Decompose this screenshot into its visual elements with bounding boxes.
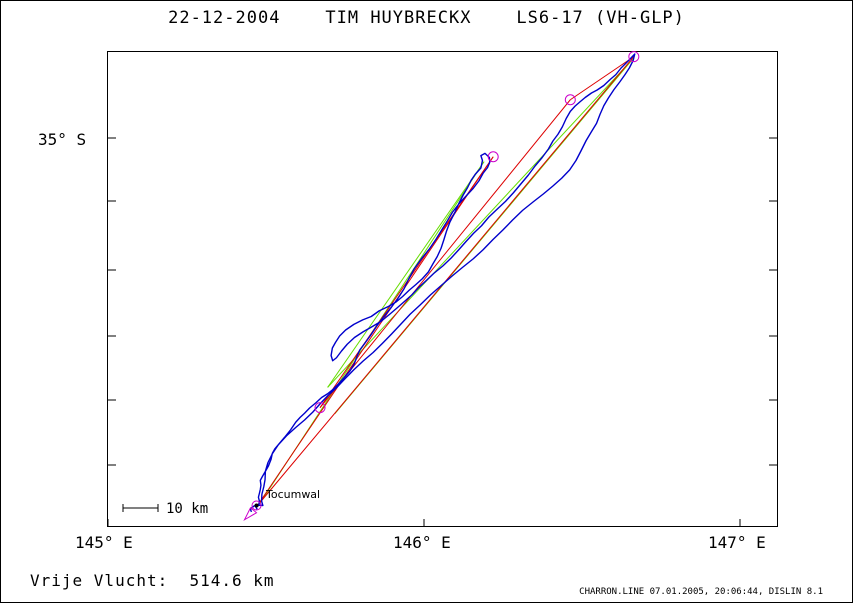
alt-task-leg (327, 58, 633, 388)
flight-title: 22-12-2004 TIM HUYBRECKX LS6-17 (VH-GLP) (168, 8, 685, 28)
plot-area-border (107, 51, 778, 527)
task-leg (257, 156, 494, 506)
latitude-label: 35° S (38, 130, 87, 149)
longitude-label-145: 145° E (75, 533, 133, 552)
scale-bar-label: 10 km (166, 501, 209, 517)
turnpoint-circle (564, 94, 576, 106)
axis-ticks (107, 137, 777, 527)
finish-triangle (243, 506, 258, 522)
flight-track (249, 53, 636, 513)
town-label: Tocumwal (266, 488, 321, 501)
alt-task-leg (327, 161, 485, 388)
task-leg (319, 99, 571, 408)
start-circle (251, 500, 262, 511)
task-leg (570, 56, 635, 101)
turnpoint-circle (628, 51, 640, 63)
turnpoint-circle (487, 151, 499, 163)
footer-info: CHARRON.LINE 07.01.2005, 20:06:44, DISLI… (579, 587, 823, 597)
finish-marker (243, 506, 258, 522)
distance-text: Vrije Vlucht: 514.6 km (30, 571, 275, 590)
longitude-label-146: 146° E (393, 533, 451, 552)
turnpoint-markers (314, 51, 640, 414)
town-dot (254, 503, 259, 508)
scale-bar (122, 504, 159, 512)
turnpoint-circle (314, 402, 326, 414)
longitude-label-147: 147° E (708, 533, 766, 552)
start-marker (251, 500, 262, 511)
